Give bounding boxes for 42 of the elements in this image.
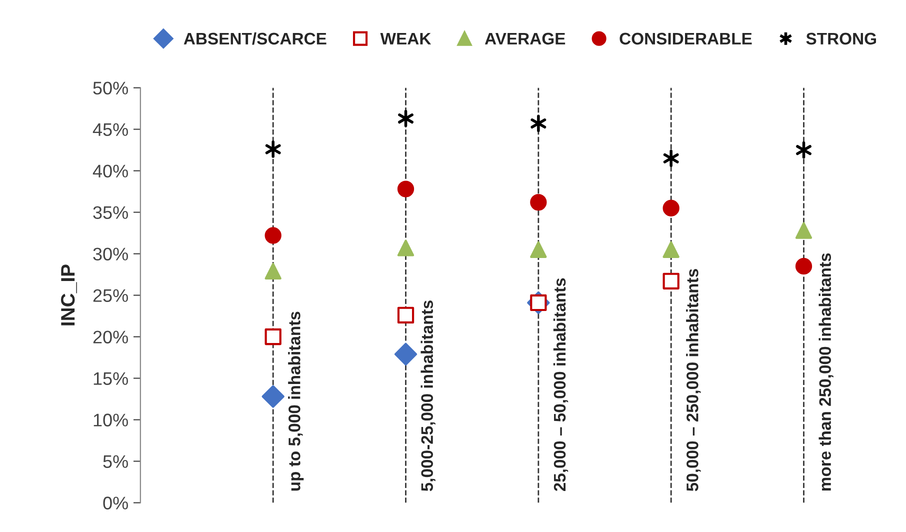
x-tick-label: more than 250,000 inhabitants	[818, 253, 834, 491]
x-tick-label: 5,000-25,000 inhabitants	[420, 300, 436, 492]
x-tick-label: up to 5,000 inhabitants	[288, 312, 304, 491]
point	[264, 328, 282, 346]
point	[796, 141, 812, 159]
point	[663, 150, 679, 167]
point	[398, 110, 414, 128]
legend-label: CONSIDERABLE	[620, 32, 752, 45]
legend-label: ABSENT/SCARCE	[184, 32, 326, 45]
y-tick-label: 5%	[103, 455, 128, 468]
point	[530, 194, 547, 211]
y-tick-label: 20%	[93, 330, 128, 344]
point	[397, 180, 414, 198]
y-tick-label: 40%	[92, 164, 128, 178]
point	[397, 240, 414, 256]
x-tick-label: 25,000 – 50,000 inhabitants	[553, 278, 568, 492]
y-axis-title: INC_IP	[60, 264, 77, 326]
x-tick-label: 50,000 – 250,000 inhabitants	[686, 269, 701, 492]
point	[530, 241, 547, 258]
y-tick-label: 0%	[103, 496, 128, 510]
y-tick-label: 45%	[92, 123, 128, 136]
legend-label: AVERAGE	[484, 32, 566, 45]
y-tick-label: 35%	[93, 206, 128, 219]
point	[795, 222, 812, 239]
point	[662, 241, 680, 258]
point	[397, 306, 414, 324]
point	[795, 258, 812, 275]
point	[530, 114, 546, 132]
point	[662, 272, 680, 290]
point	[662, 200, 680, 216]
point	[264, 227, 282, 244]
y-tick-label: 15%	[94, 372, 128, 385]
point	[265, 140, 281, 158]
y-tick-label: 25%	[93, 289, 128, 302]
point	[264, 262, 282, 280]
y-tick-label: 10%	[94, 414, 128, 426]
y-tick-label: 50%	[93, 82, 128, 94]
point	[394, 342, 418, 366]
legend-label: WEAK	[380, 32, 432, 44]
point	[262, 385, 284, 408]
legend-label: STRONG	[806, 32, 876, 45]
y-tick-label: 30%	[93, 248, 128, 260]
